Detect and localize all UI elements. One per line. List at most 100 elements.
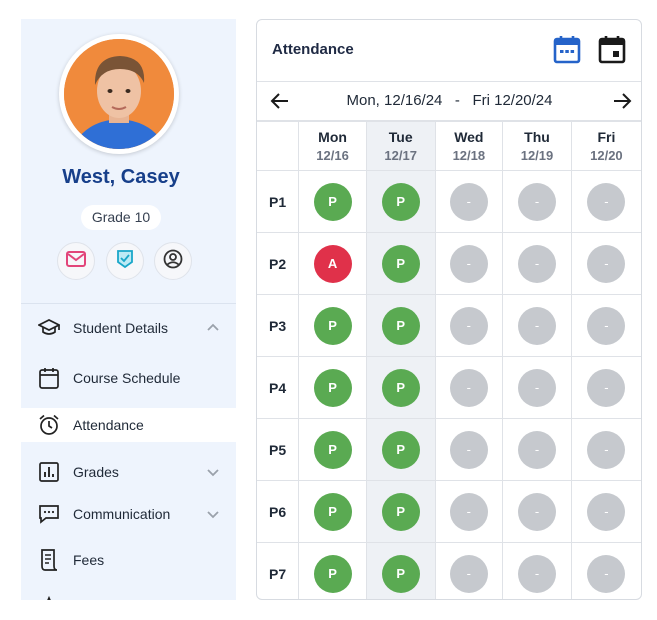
no-record-mark[interactable]: -	[449, 554, 488, 593]
no-record-mark[interactable]: -	[587, 306, 626, 345]
attendance-cell: P	[298, 418, 367, 481]
graduation-cap-icon	[38, 317, 60, 339]
attendance-cell: -	[502, 356, 572, 419]
present-mark[interactable]: P	[313, 182, 352, 221]
period-row: P2 A P - - -	[257, 232, 641, 295]
present-mark[interactable]: P	[313, 430, 352, 469]
present-mark[interactable]: P	[381, 430, 420, 469]
mail-icon	[66, 250, 86, 272]
period-label: P4	[257, 356, 300, 419]
calendar-icon	[38, 367, 60, 389]
sidebar-item-fees[interactable]: Fees	[21, 543, 236, 577]
attendance-cell: -	[434, 232, 504, 295]
period-label: P1	[257, 170, 300, 233]
present-mark[interactable]: P	[381, 368, 420, 407]
period-label: P5	[257, 418, 300, 481]
present-mark[interactable]: P	[313, 306, 352, 345]
previous-week-button[interactable]	[269, 90, 291, 112]
sidebar-item-student-details[interactable]: Student Details	[21, 311, 236, 345]
chevron-up-icon[interactable]	[206, 321, 220, 335]
corner-cell	[257, 121, 300, 171]
no-record-mark[interactable]: -	[517, 430, 556, 469]
sidebar-item-grades[interactable]: Grades	[21, 455, 236, 489]
no-record-mark[interactable]: -	[587, 182, 626, 221]
day-header-today: Tue 12/17	[365, 121, 436, 171]
attendance-cell: -	[502, 542, 572, 599]
no-record-mark[interactable]: -	[587, 430, 626, 469]
period-row: P5 P P - - -	[257, 418, 641, 481]
attendance-cell: P	[365, 542, 436, 599]
attendance-cell: -	[570, 232, 641, 295]
no-record-mark[interactable]: -	[517, 554, 556, 593]
no-record-mark[interactable]: -	[517, 492, 556, 531]
verification-button[interactable]	[106, 242, 144, 280]
sidebar-item-label: Student Details	[73, 320, 168, 336]
present-mark[interactable]: P	[381, 244, 420, 283]
attendance-cell: -	[502, 170, 572, 233]
no-record-mark[interactable]: -	[517, 182, 556, 221]
attendance-cell: -	[570, 480, 641, 543]
no-record-mark[interactable]: -	[587, 368, 626, 407]
attendance-grid: Mon 12/16 Tue 12/17 Wed 12/18 Thu 12/19 Fri 1…	[257, 121, 641, 599]
no-record-mark[interactable]: -	[449, 492, 488, 531]
sidebar-item-label: Communication	[73, 506, 171, 522]
period-label: P7	[257, 542, 300, 599]
period-label: P6	[257, 480, 300, 543]
period-row: P3 P P - - -	[257, 294, 641, 357]
present-mark[interactable]: P	[381, 306, 420, 345]
sidebar-item-label: Course Schedule	[73, 370, 181, 386]
no-record-mark[interactable]: -	[587, 492, 626, 531]
present-mark[interactable]: P	[381, 554, 420, 593]
next-week-button[interactable]	[611, 90, 633, 112]
sidebar-item-course-schedule[interactable]: Course Schedule	[21, 361, 236, 395]
week-view-button[interactable]	[553, 34, 581, 64]
no-record-mark[interactable]: -	[449, 306, 488, 345]
present-mark[interactable]: P	[313, 368, 352, 407]
present-mark[interactable]: P	[381, 492, 420, 531]
day-header: Thu 12/19	[502, 121, 572, 171]
receipt-icon	[38, 549, 60, 571]
period-row: P4 P P - - -	[257, 356, 641, 419]
sidebar-item-partial[interactable]	[21, 589, 236, 600]
avatar	[59, 34, 179, 154]
period-row: P6 P P - - -	[257, 480, 641, 543]
email-button[interactable]	[57, 242, 95, 280]
sidebar-item-communication[interactable]: Communication	[21, 497, 236, 531]
attendance-cell: P	[365, 294, 436, 357]
sidebar-divider	[21, 303, 236, 304]
attendance-cell: -	[570, 294, 641, 357]
no-record-mark[interactable]: -	[517, 306, 556, 345]
attendance-cell: -	[502, 232, 572, 295]
no-record-mark[interactable]: -	[449, 368, 488, 407]
sidebar-item-attendance[interactable]: Attendance	[21, 408, 236, 442]
day-header-row: Mon 12/16 Tue 12/17 Wed 12/18 Thu 12/19 Fri 1…	[257, 121, 641, 171]
chevron-down-icon[interactable]	[206, 507, 220, 521]
grade-badge: Grade 10	[81, 205, 161, 230]
present-mark[interactable]: P	[313, 554, 352, 593]
day-view-button[interactable]	[598, 34, 626, 64]
period-label: P3	[257, 294, 300, 357]
profile-button[interactable]	[154, 242, 192, 280]
attendance-cell: P	[298, 480, 367, 543]
no-record-mark[interactable]: -	[587, 554, 626, 593]
no-record-mark[interactable]: -	[449, 430, 488, 469]
no-record-mark[interactable]: -	[587, 244, 626, 283]
calendar-week-icon	[553, 36, 581, 68]
chevron-down-icon[interactable]	[206, 465, 220, 479]
no-record-mark[interactable]: -	[517, 244, 556, 283]
attendance-cell: -	[502, 418, 572, 481]
absent-mark[interactable]: A	[313, 244, 352, 283]
no-record-mark[interactable]: -	[449, 182, 488, 221]
attendance-cell: P	[298, 356, 367, 419]
arrow-left-icon	[269, 93, 291, 116]
attendance-cell: -	[570, 418, 641, 481]
no-record-mark[interactable]: -	[449, 244, 488, 283]
bar-chart-icon	[38, 461, 60, 483]
present-mark[interactable]: P	[313, 492, 352, 531]
attendance-cell: -	[434, 542, 504, 599]
attendance-cell: P	[298, 170, 367, 233]
sidebar: West, Casey Grade 10 Student Details Cou…	[21, 19, 236, 600]
range-divider	[257, 120, 641, 121]
no-record-mark[interactable]: -	[517, 368, 556, 407]
present-mark[interactable]: P	[381, 182, 420, 221]
